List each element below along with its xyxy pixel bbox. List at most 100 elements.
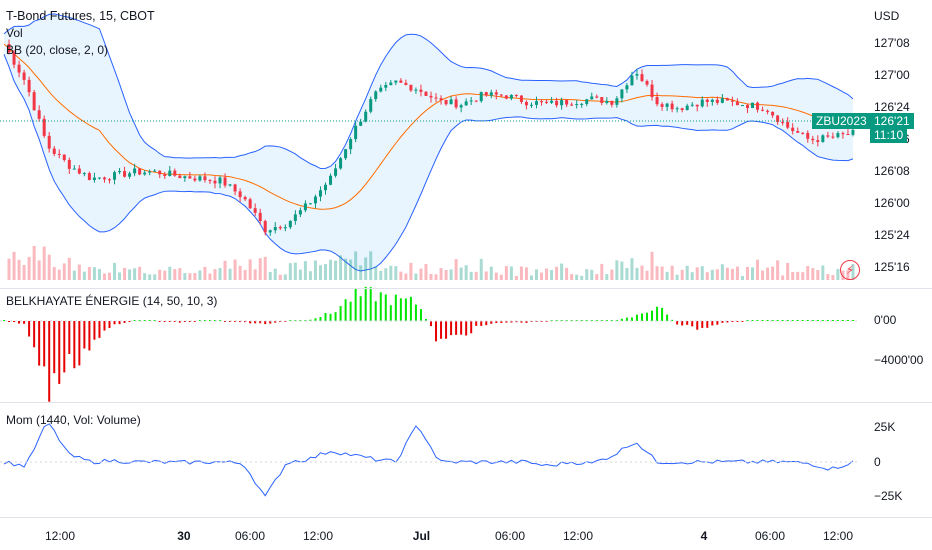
candle-body bbox=[384, 85, 388, 88]
belkhayate-bar bbox=[796, 320, 799, 321]
candle-body bbox=[791, 127, 795, 132]
time-tick-label: Jul bbox=[412, 529, 431, 543]
belkhayate-bar bbox=[620, 318, 623, 321]
momentum-label[interactable]: Mom (1440, Vol: Volume) bbox=[6, 413, 141, 427]
belkhayate-bar bbox=[831, 320, 834, 321]
volume-bar bbox=[198, 270, 202, 280]
candle-body bbox=[273, 227, 277, 231]
volume-bar bbox=[620, 261, 624, 280]
candle-body bbox=[374, 91, 378, 100]
pane-divider[interactable] bbox=[0, 288, 932, 289]
belkhayate-bar bbox=[821, 320, 824, 321]
volume-bar bbox=[404, 273, 408, 280]
volume-bar bbox=[630, 258, 634, 280]
volume-bar bbox=[454, 259, 458, 280]
belkhayate-bar bbox=[354, 288, 357, 321]
volume-bar bbox=[42, 246, 46, 280]
time-tick-label: 06:00 bbox=[495, 529, 526, 543]
belkhayate-bar bbox=[455, 321, 458, 335]
belkhayate-bar bbox=[73, 321, 76, 369]
belkhayate-bar bbox=[389, 305, 392, 321]
volume-bar bbox=[514, 276, 518, 280]
volume-bar bbox=[278, 274, 282, 280]
pane-divider bbox=[0, 517, 932, 518]
belkhayate-bar bbox=[364, 286, 367, 321]
time-tick-label: 06:00 bbox=[235, 529, 266, 543]
belkhayate-bar bbox=[701, 321, 704, 328]
belkhayate-bar bbox=[158, 321, 161, 322]
candle-body bbox=[459, 105, 463, 108]
volume-bar bbox=[761, 270, 765, 280]
belkhayate-bar bbox=[726, 321, 729, 323]
volume-bar bbox=[826, 274, 830, 280]
belkhayate-bar bbox=[786, 320, 789, 321]
belkhayate-bar bbox=[369, 287, 372, 321]
volume-bar bbox=[570, 274, 574, 280]
candle-body bbox=[766, 110, 770, 112]
candle-body bbox=[504, 95, 508, 99]
belkhayate-bar bbox=[706, 321, 709, 328]
volume-bar bbox=[62, 263, 66, 280]
belkhayate-tick-label: 0'00 bbox=[874, 313, 897, 327]
volume-bar bbox=[735, 266, 739, 280]
candle-body bbox=[550, 100, 554, 103]
belkhayate-bar bbox=[826, 320, 829, 321]
belkhayate-bar bbox=[249, 321, 252, 324]
belkhayate-bar bbox=[495, 321, 498, 324]
currency-label[interactable]: USD bbox=[874, 9, 900, 23]
belkhayate-bar bbox=[485, 321, 488, 326]
volume-bar bbox=[143, 273, 147, 280]
candle-body bbox=[529, 104, 533, 106]
candle-body bbox=[645, 81, 649, 85]
bb-label[interactable]: BB (20, close, 2, 0) bbox=[6, 43, 109, 57]
volume-bar bbox=[57, 269, 61, 280]
volume-bar bbox=[469, 271, 473, 280]
belkhayate-bar bbox=[676, 321, 679, 325]
candle-body bbox=[615, 98, 619, 105]
belkhayate-bar bbox=[430, 321, 432, 327]
volume-bar bbox=[550, 270, 554, 280]
candle-body bbox=[575, 104, 579, 106]
candle-body bbox=[690, 104, 694, 106]
candle-body bbox=[349, 139, 353, 150]
volume-bar bbox=[283, 274, 287, 280]
volume-bar bbox=[695, 267, 699, 280]
volume-bar bbox=[158, 269, 162, 280]
candle-body bbox=[72, 168, 76, 170]
belkhayate-bar bbox=[791, 320, 794, 321]
candle-body bbox=[208, 180, 212, 182]
candle-body bbox=[806, 132, 810, 139]
candle-body bbox=[32, 92, 36, 111]
belkhayate-bar bbox=[424, 319, 427, 321]
belkhayate-bar bbox=[178, 321, 181, 323]
candle-body bbox=[258, 212, 262, 222]
candle-body bbox=[514, 94, 518, 96]
lightning-icon[interactable]: ⚡ bbox=[840, 260, 860, 280]
candle-body bbox=[308, 203, 312, 205]
volume-bar bbox=[489, 266, 493, 280]
volume-bar bbox=[670, 265, 674, 280]
belkhayate-bar bbox=[399, 298, 402, 321]
belkhayate-bar bbox=[741, 321, 744, 322]
belkhayate-bar bbox=[259, 321, 262, 324]
candle-body bbox=[499, 94, 503, 96]
candle-body bbox=[92, 177, 96, 181]
candle-body bbox=[605, 100, 609, 103]
belkhayate-bar bbox=[505, 321, 508, 323]
candle-body bbox=[756, 102, 760, 110]
volume-bar bbox=[308, 271, 312, 280]
volume-bar bbox=[118, 272, 122, 280]
volume-bar bbox=[529, 275, 533, 280]
belkhayate-bar bbox=[344, 299, 347, 321]
belkhayate-label[interactable]: BELKHAYATE ÉNERGIE (14, 50, 10, 3) bbox=[6, 294, 218, 308]
candle-body bbox=[740, 105, 744, 107]
pane-divider[interactable] bbox=[0, 402, 932, 403]
volume-bar bbox=[434, 274, 438, 280]
volume-bar bbox=[424, 263, 428, 280]
volume-label[interactable]: Vol bbox=[6, 26, 23, 40]
belkhayate-bar bbox=[148, 320, 151, 321]
volume-bar bbox=[720, 264, 724, 280]
candle-body bbox=[469, 100, 473, 102]
candle-body bbox=[685, 105, 689, 111]
